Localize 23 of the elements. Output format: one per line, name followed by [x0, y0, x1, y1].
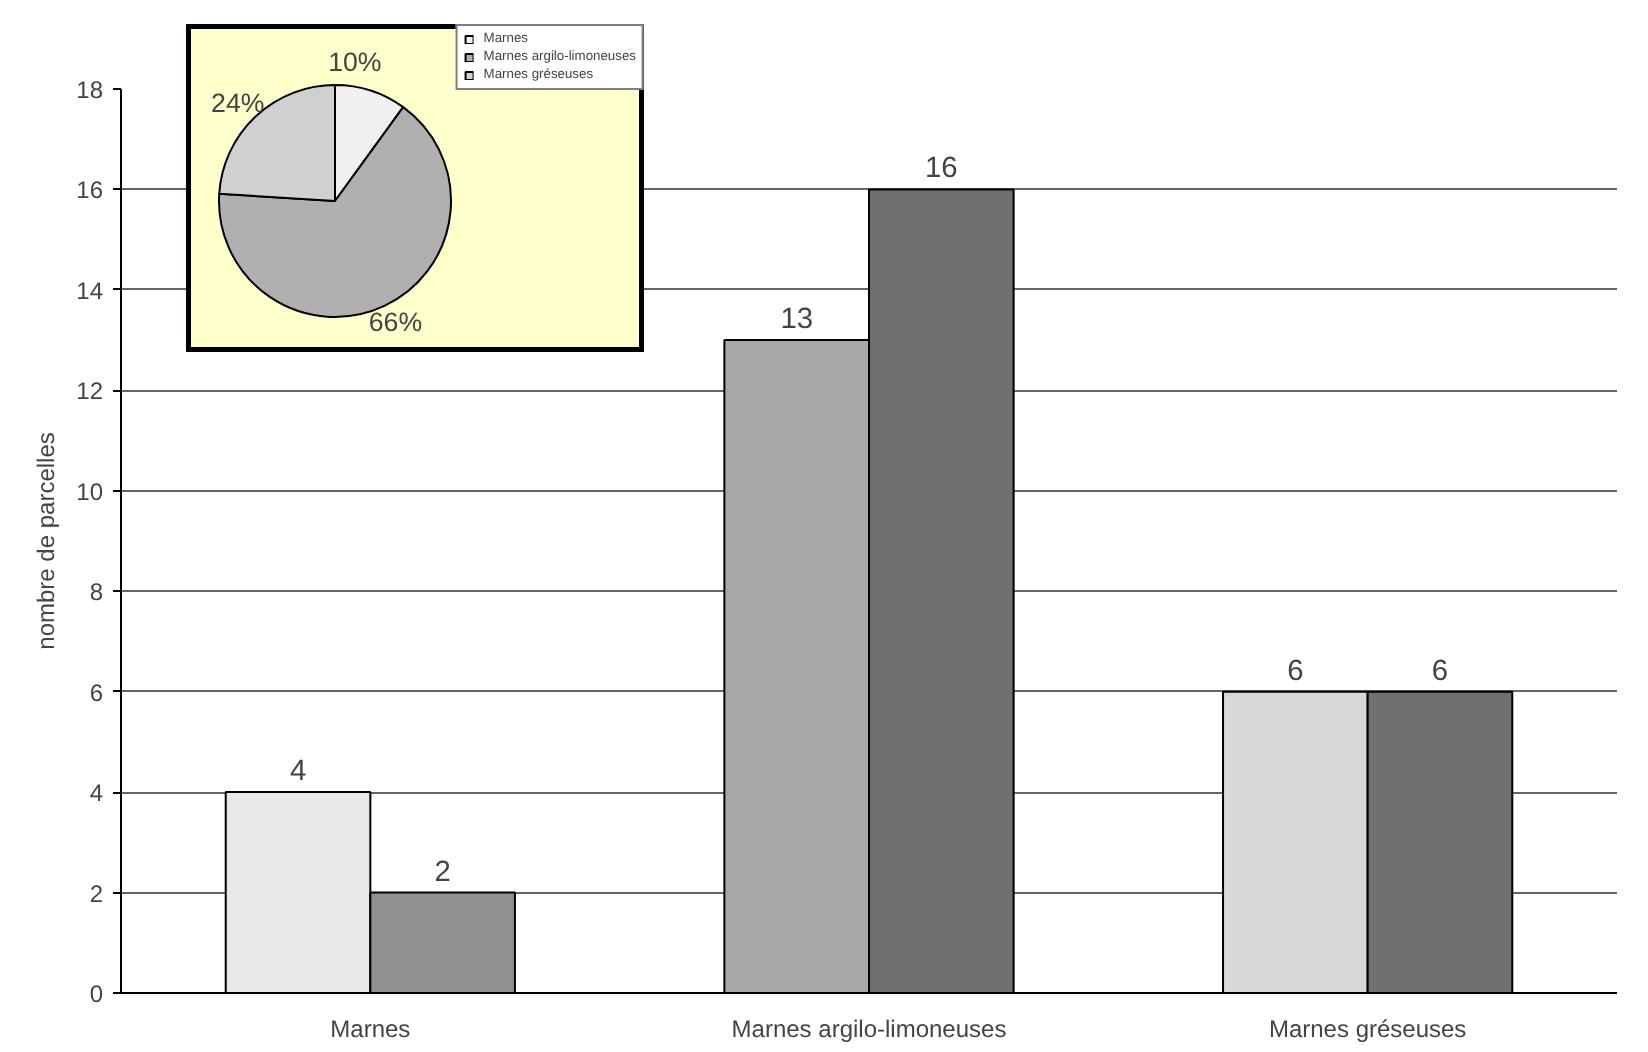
- y-tick-label: 6: [89, 678, 104, 707]
- data-label: 66%: [368, 307, 423, 338]
- data-label: 4: [289, 756, 307, 789]
- x-tick-label: Marnes argilo-limoneuses: [731, 1015, 1007, 1043]
- data-label: 13: [780, 304, 814, 337]
- y-tick-label: 10: [76, 477, 104, 506]
- y-tick-label: 12: [76, 377, 104, 406]
- y-tick-label: 0: [89, 980, 104, 1008]
- x-tick-label: Marnes: [330, 1015, 411, 1043]
- data-label: 2: [434, 856, 451, 889]
- y-tick-label: 2: [89, 879, 104, 908]
- data-label: 10%: [328, 46, 382, 77]
- data-label: 24%: [211, 88, 265, 119]
- data-label: 6: [1431, 655, 1449, 688]
- y-axis-title: nombre de parcelles: [32, 432, 61, 650]
- data-label: 16: [925, 153, 958, 186]
- y-tick-label: 16: [76, 176, 104, 205]
- y-tick-label: 14: [76, 276, 104, 305]
- data-label: 6: [1287, 655, 1304, 688]
- y-tick-label: 4: [89, 779, 104, 808]
- y-tick-label: 8: [89, 578, 104, 607]
- x-tick-label: Marnes gréseuses: [1268, 1015, 1467, 1043]
- y-tick-label: 18: [76, 76, 104, 104]
